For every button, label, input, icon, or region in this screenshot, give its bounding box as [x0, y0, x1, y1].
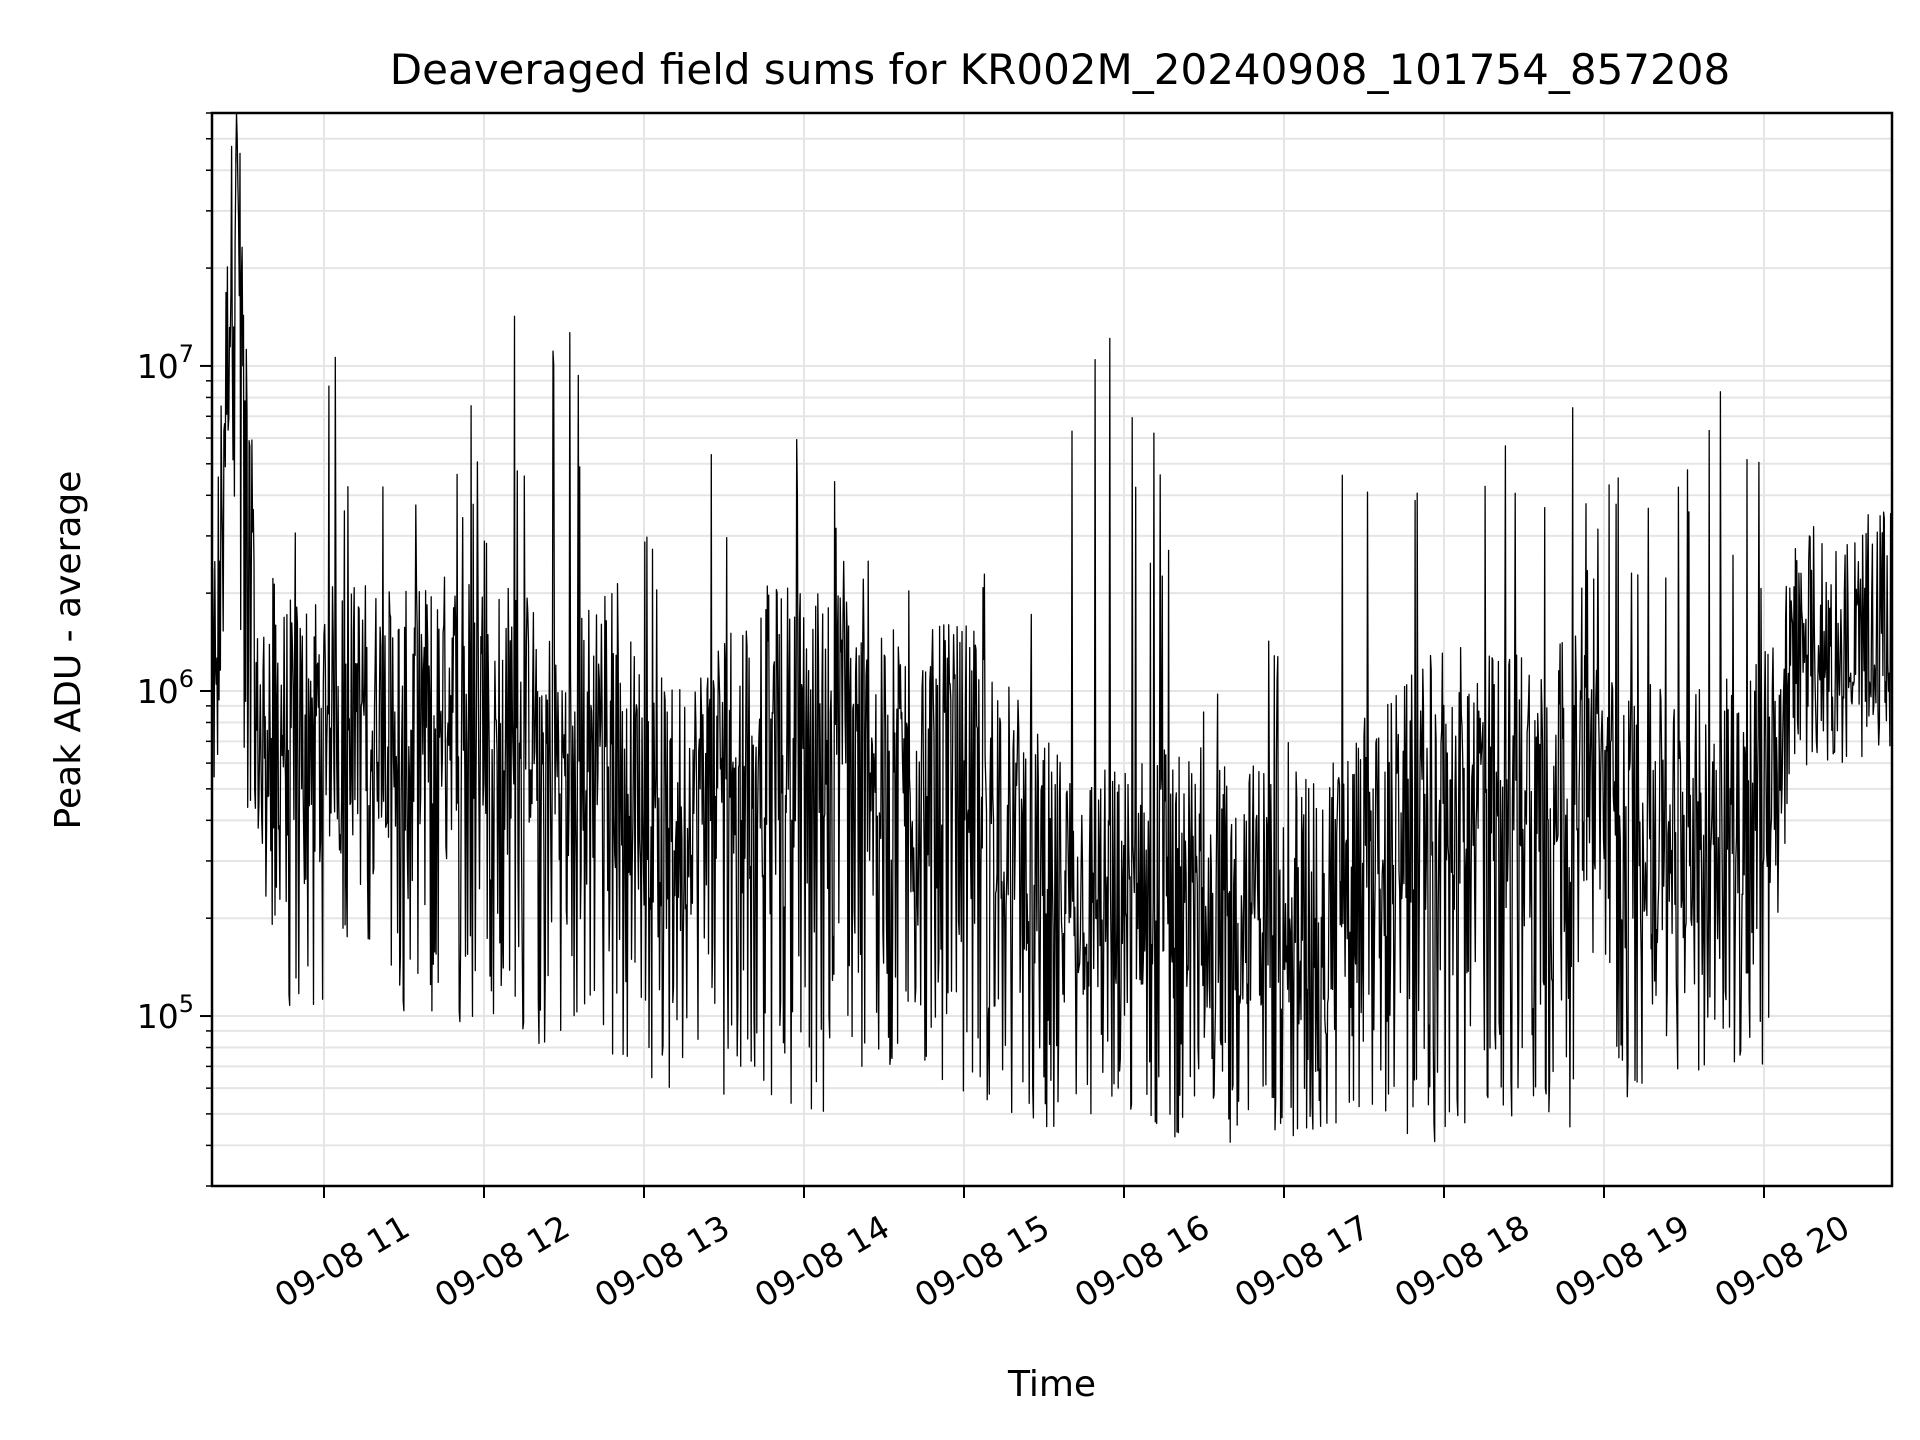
series-line	[211, 112, 1893, 1143]
x-tick-label: 09-08 11	[268, 1207, 416, 1315]
y-tick-label: 107	[137, 340, 194, 386]
x-tick-label: 09-08 20	[1708, 1207, 1856, 1315]
y-axis-label: Peak ADU - average	[48, 471, 89, 830]
plot-frame	[210, 111, 1894, 1188]
x-axis: 09-08 11 09-08 12 09-08 13 09-08 14 09-08 15…	[268, 1186, 1856, 1315]
x-tick-label: 09-08 19	[1548, 1207, 1696, 1315]
x-tick-label: 09-08 14	[748, 1207, 896, 1315]
x-tick-label: 09-08 15	[908, 1207, 1056, 1315]
x-axis-label: Time	[1007, 1364, 1096, 1405]
x-tick-label: 09-08 13	[588, 1207, 736, 1315]
x-tick-label: 09-08 12	[428, 1207, 576, 1315]
x-tick-label: 09-08 18	[1388, 1207, 1536, 1315]
x-tick-label: 09-08 17	[1228, 1207, 1376, 1315]
x-tick-label: 09-08 16	[1068, 1207, 1216, 1315]
y-axis: 105 106 107	[137, 112, 212, 1187]
chart-title: Deaveraged field sums for KR002M_2024090…	[390, 45, 1730, 94]
y-tick-label: 106	[137, 665, 194, 711]
y-tick-label: 105	[137, 990, 194, 1036]
